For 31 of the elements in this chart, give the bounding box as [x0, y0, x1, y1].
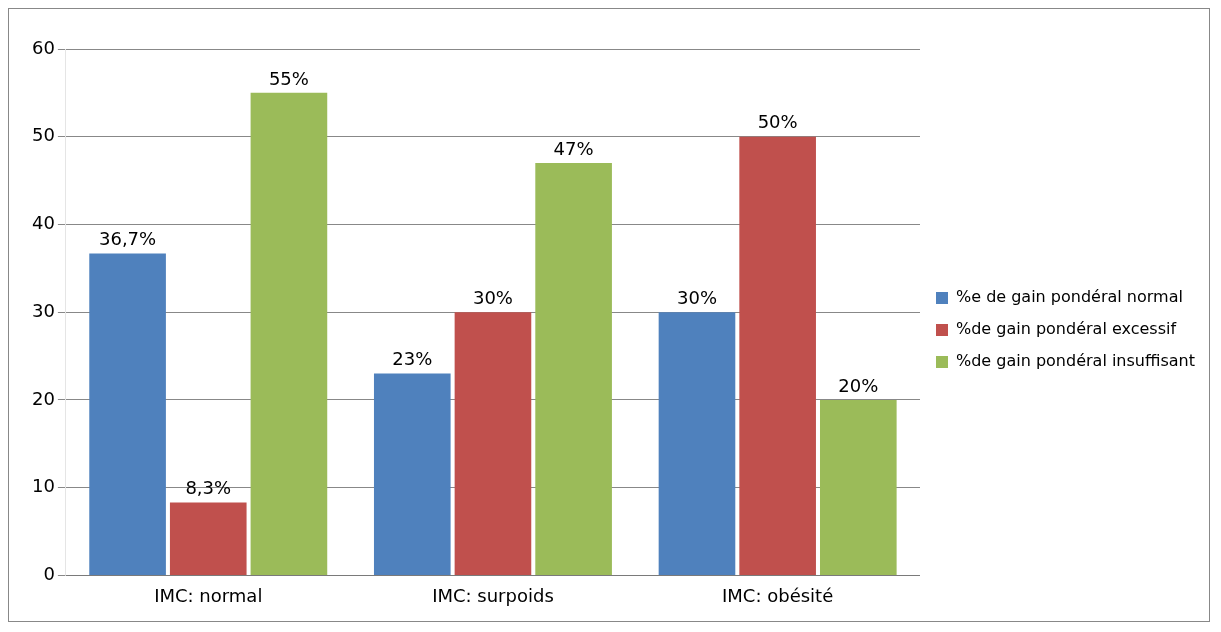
legend-label: %e de gain pondéral normal [955, 287, 1183, 307]
y-tick-label: 20 [32, 387, 55, 409]
bar [250, 92, 328, 575]
y-tick-label: 30 [32, 299, 55, 321]
data-label: 23% [392, 348, 433, 370]
data-label: 47% [553, 137, 594, 159]
bar [89, 253, 166, 575]
x-tick-label: IMC: normal [154, 584, 263, 606]
data-label: 20% [838, 374, 879, 396]
data-label: 50% [757, 111, 798, 133]
y-tick-label: 10 [32, 475, 55, 497]
data-label: 36,7% [98, 228, 157, 250]
bar [373, 373, 451, 575]
y-tick-label: 50 [32, 124, 55, 146]
y-tick-label: 40 [32, 212, 55, 234]
data-label: 55% [268, 67, 309, 89]
x-tick-label: IMC: obésité [722, 584, 834, 606]
y-tick-label: 60 [32, 36, 55, 58]
data-label: 30% [472, 286, 513, 308]
legend-label: %de gain pondéral excessif [955, 319, 1177, 339]
bar [535, 163, 612, 575]
bar [658, 312, 736, 575]
bar [454, 312, 532, 575]
bar [169, 502, 247, 575]
data-label: 30% [676, 286, 717, 308]
data-label: 8,3% [185, 477, 232, 499]
y-tick-label: 0 [43, 563, 55, 585]
legend-label: %de gain pondéral insuffisant [955, 351, 1196, 371]
x-tick-label: IMC: surpoids [432, 584, 554, 606]
bar [739, 136, 816, 575]
bar [819, 399, 897, 575]
